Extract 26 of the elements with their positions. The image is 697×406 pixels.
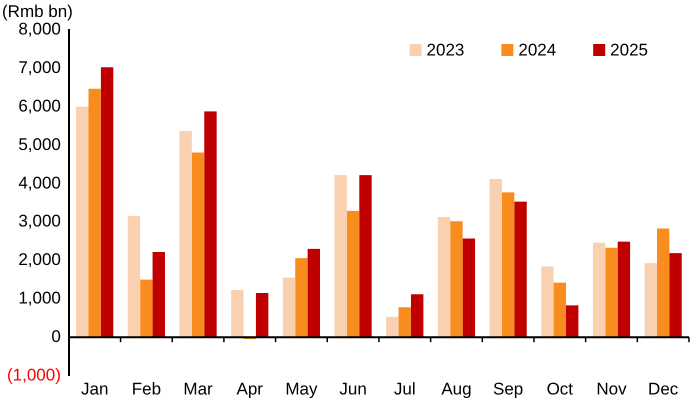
y-tick-label: 4,000 (18, 173, 61, 192)
x-tick-label: Jul (394, 379, 416, 398)
y-tick-label: (1,000) (6, 365, 61, 384)
y-tick-label: 0 (51, 326, 61, 346)
y-tick-label: 6,000 (18, 96, 61, 116)
x-tick-label: Jun (339, 379, 367, 398)
y-tick-label: 8,000 (18, 20, 61, 39)
y-tick-label: 5,000 (18, 134, 61, 154)
x-tick-label: Jan (80, 379, 108, 398)
x-tick-label: Nov (596, 379, 628, 398)
y-axis-title: (Rmb bn) (2, 2, 73, 22)
y-tick-label: 2,000 (18, 250, 61, 270)
x-tick-label: Mar (183, 379, 214, 398)
legend-label: 2025 (610, 40, 648, 60)
legend-label: 2024 (518, 40, 556, 60)
x-tick-label: Apr (236, 379, 264, 398)
legend-label: 2023 (426, 40, 464, 60)
y-tick-label: 3,000 (18, 212, 61, 231)
x-tick-label: Aug (441, 379, 472, 398)
x-tick-label: May (285, 379, 318, 398)
x-tick-label: Oct (546, 379, 574, 398)
x-tick-label: Sep (493, 379, 524, 398)
y-tick-label: 1,000 (18, 288, 61, 308)
x-tick-label: Feb (132, 379, 162, 398)
x-tick-label: Dec (648, 379, 679, 398)
y-tick-label: 7,000 (18, 58, 61, 78)
